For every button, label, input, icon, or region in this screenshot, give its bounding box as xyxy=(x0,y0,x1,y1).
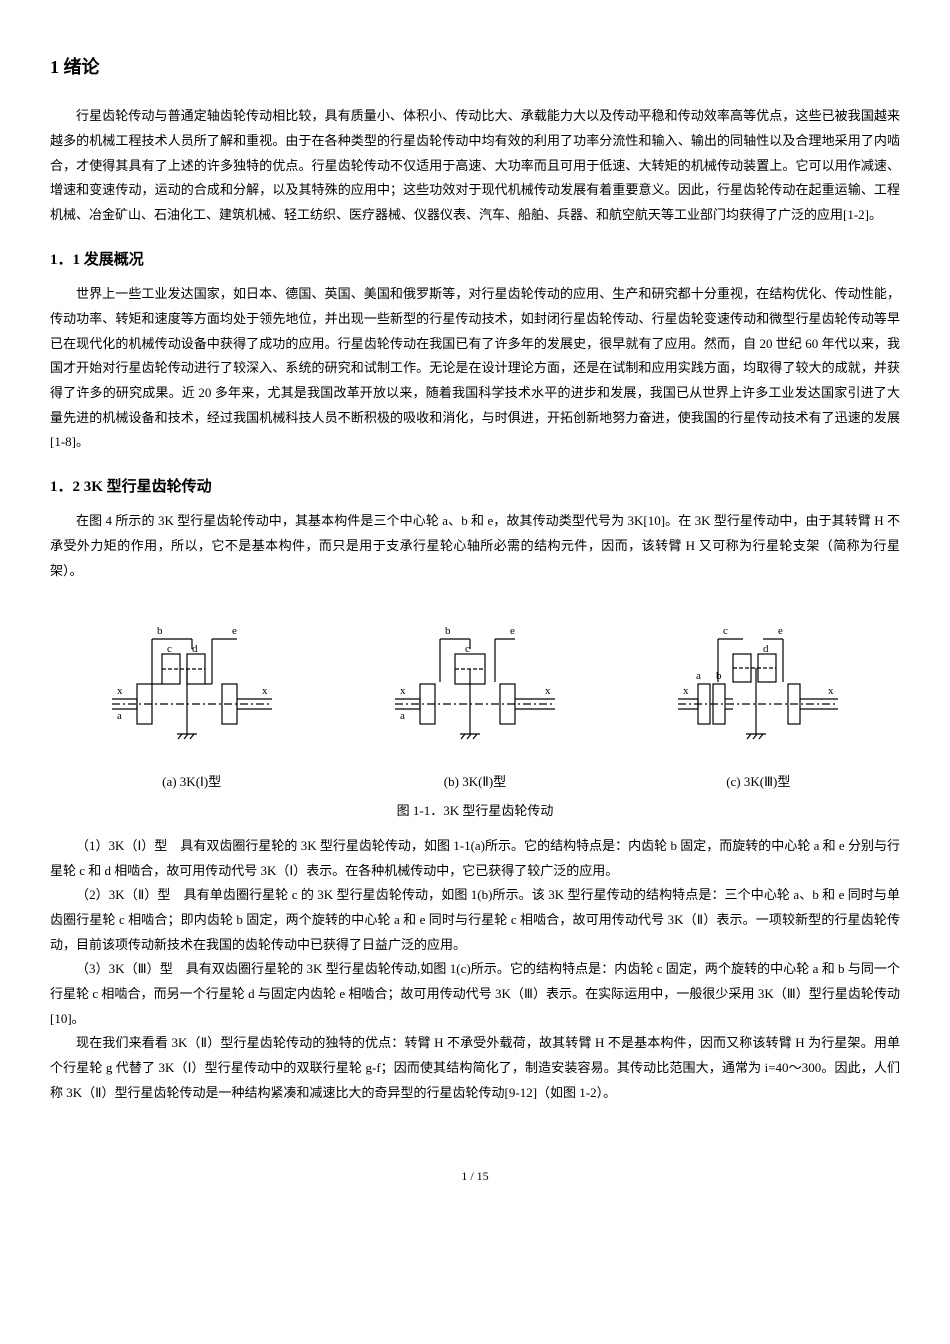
section-1-2-paragraph-2: （1）3K（Ⅰ）型 具有双齿圈行星轮的 3K 型行星齿轮传动，如图 1-1(a)… xyxy=(50,834,900,883)
section-1-2-paragraph-5: 现在我们来看看 3K（Ⅱ）型行星齿轮传动的独特的优点：转臂 H 不承受外载荷，故… xyxy=(50,1031,900,1105)
section-1-2-heading: 1．2 3K 型行星齿轮传动 xyxy=(50,473,900,502)
page-number: 1 / 15 xyxy=(50,1165,900,1188)
section-1-2-paragraph-1: 在图 4 所示的 3K 型行星齿轮传动中，其基本构件是三个中心轮 a、b 和 e… xyxy=(50,509,900,583)
figure-1-1-b: x a b c e x (b) 3K(Ⅱ)型 xyxy=(385,614,565,795)
svg-text:x: x xyxy=(545,685,551,697)
svg-text:b: b xyxy=(157,625,163,637)
section-1-2-paragraph-4: （3）3K（Ⅲ）型 具有双齿圈行星轮的 3K 型行星齿轮传动,如图 1(c)所示… xyxy=(50,957,900,1031)
diagram-3k-type-2: x a b c e x xyxy=(385,614,565,764)
intro-paragraph: 行星齿轮传动与普通定轴齿轮传动相比较，具有质量小、体积小、传动比大、承载能力大以… xyxy=(50,104,900,227)
figure-1-1-container: x a b c d e x (a) 3K(Ⅰ)型 xyxy=(50,614,900,795)
figure-caption-a: (a) 3K(Ⅰ)型 xyxy=(102,770,282,795)
svg-text:d: d xyxy=(763,643,769,655)
svg-text:e: e xyxy=(778,625,783,637)
section-1-2-paragraph-3: （2）3K（Ⅱ）型 具有单齿圈行星轮 c 的 3K 型行星齿轮传动，如图 1(b… xyxy=(50,883,900,957)
svg-text:e: e xyxy=(232,625,237,637)
svg-text:a: a xyxy=(400,710,405,722)
section-1-1-heading: 1．1 发展概况 xyxy=(50,246,900,275)
svg-text:b: b xyxy=(716,670,722,682)
svg-text:a: a xyxy=(696,670,701,682)
svg-text:d: d xyxy=(192,643,198,655)
figure-caption-b: (b) 3K(Ⅱ)型 xyxy=(385,770,565,795)
svg-text:x: x xyxy=(828,685,834,697)
figure-1-1-a: x a b c d e x (a) 3K(Ⅰ)型 xyxy=(102,614,282,795)
main-heading: 1 绪论 xyxy=(50,50,900,84)
svg-text:c: c xyxy=(465,643,470,655)
svg-text:c: c xyxy=(167,643,172,655)
svg-text:b: b xyxy=(445,625,451,637)
svg-text:a: a xyxy=(117,710,122,722)
svg-text:e: e xyxy=(510,625,515,637)
svg-text:x: x xyxy=(400,685,406,697)
svg-text:c: c xyxy=(723,625,728,637)
svg-text:x: x xyxy=(683,685,689,697)
diagram-3k-type-3: x a b c d e x xyxy=(668,614,848,764)
figure-caption-c: (c) 3K(Ⅲ)型 xyxy=(668,770,848,795)
svg-text:x: x xyxy=(117,685,123,697)
diagram-3k-type-1: x a b c d e x xyxy=(102,614,282,764)
section-1-1-paragraph: 世界上一些工业发达国家，如日本、德国、英国、美国和俄罗斯等，对行星齿轮传动的应用… xyxy=(50,282,900,455)
svg-text:x: x xyxy=(262,685,268,697)
figure-main-caption: 图 1-1．3K 型行星齿轮传动 xyxy=(50,799,900,824)
figure-1-1-c: x a b c d e x (c) 3K(Ⅲ)型 xyxy=(668,614,848,795)
